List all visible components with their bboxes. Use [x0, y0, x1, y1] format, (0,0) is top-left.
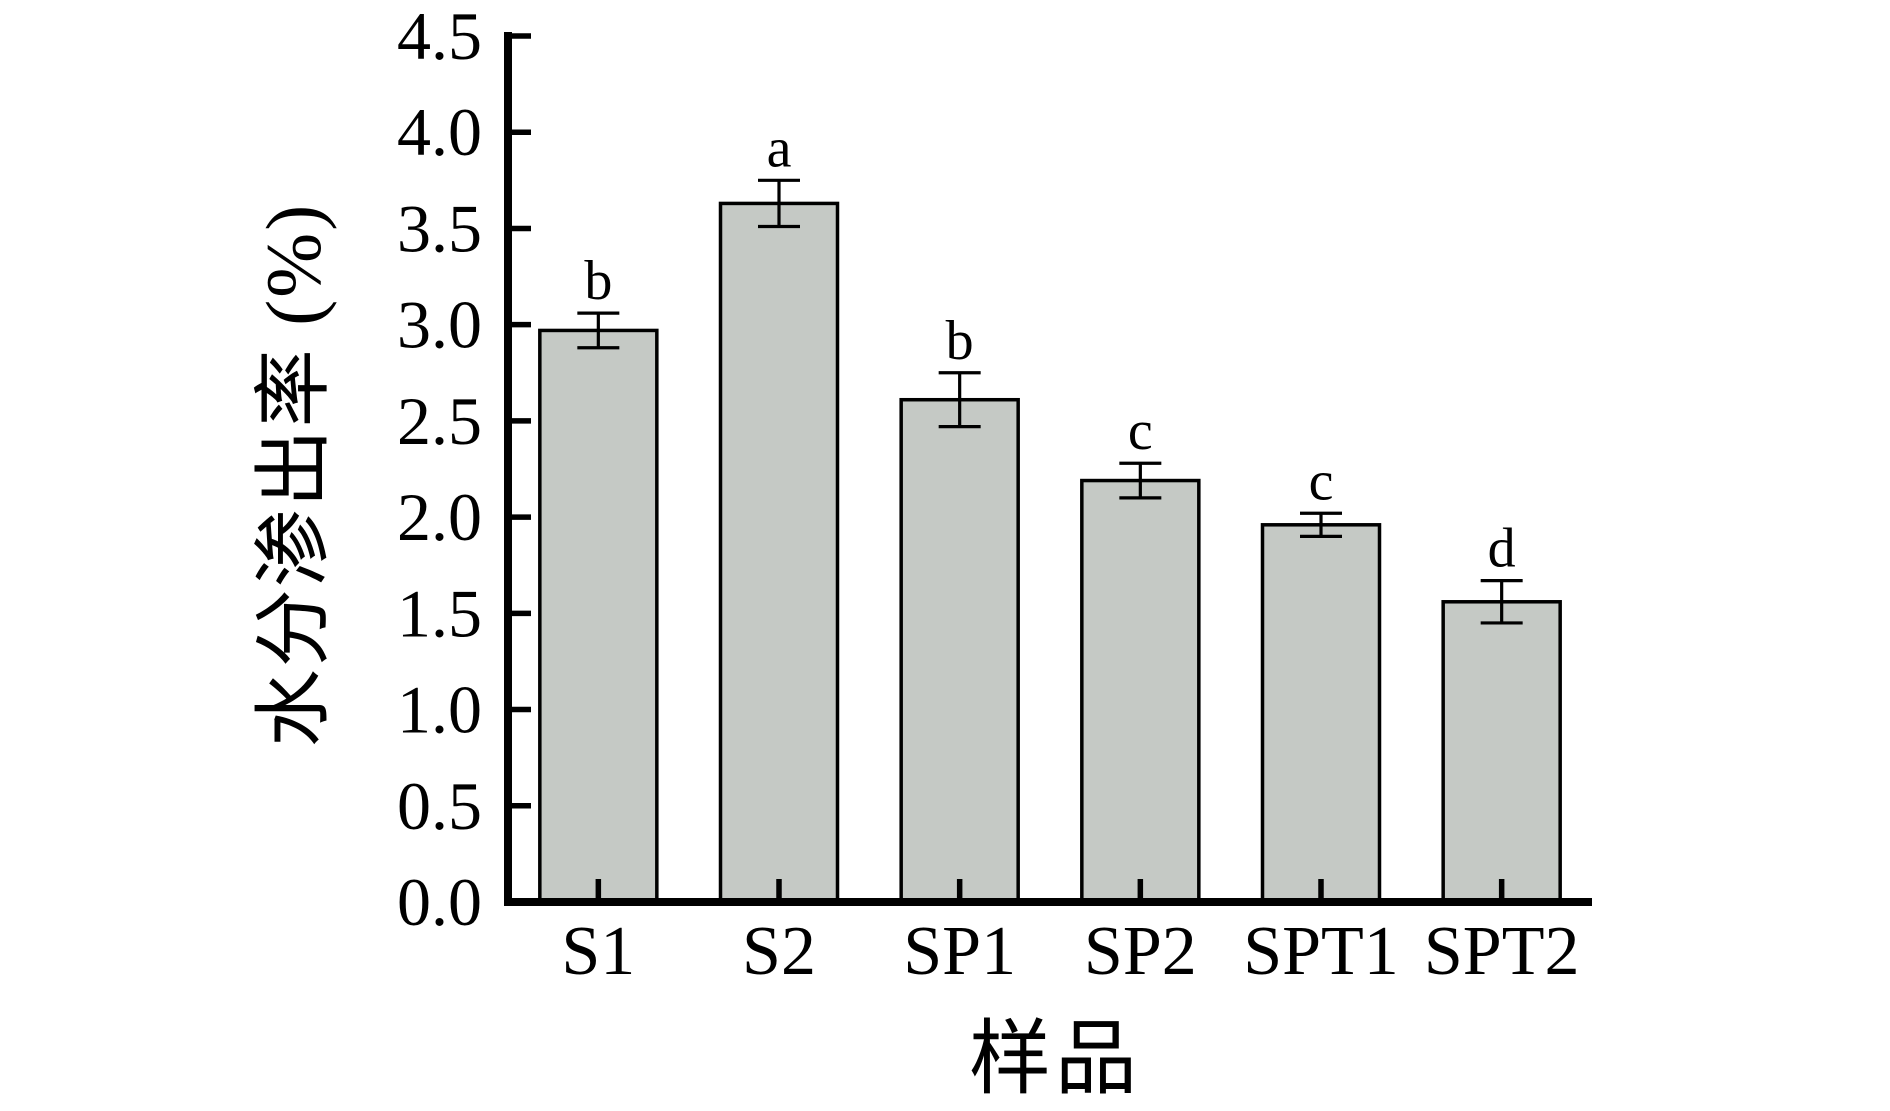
x-tick-label-SP1: SP1: [903, 913, 1016, 990]
y-tick-label-2.0: 2.0: [397, 479, 482, 555]
sig-letter-SPT2: d: [1488, 518, 1516, 580]
x-tick-label-SPT1: SPT1: [1243, 913, 1399, 990]
sig-letter-SP1: b: [946, 310, 974, 372]
sig-letter-S1: b: [584, 250, 612, 312]
sig-letter-SPT1: c: [1309, 450, 1334, 512]
bar-S2: [718, 201, 840, 904]
bar-SP2: [1080, 478, 1201, 904]
sig-letter-SP2: c: [1128, 400, 1153, 462]
y-axis-title: 水分渗出率 (%): [250, 202, 337, 748]
y-tick-label-0.5: 0.5: [397, 768, 482, 844]
bar-SP1: [899, 397, 1020, 904]
bar-S1: [538, 328, 659, 904]
bar-SPT2: [1441, 600, 1562, 904]
y-tick-label-2.5: 2.5: [397, 383, 482, 459]
x-axis-title: 样品: [968, 1013, 1142, 1105]
y-tick-label-4.5: 4.5: [397, 0, 482, 74]
y-tick-label-1.0: 1.0: [397, 672, 482, 748]
y-tick-label-3.0: 3.0: [397, 287, 482, 363]
bar-SPT1: [1260, 523, 1382, 904]
x-tick-label-SP2: SP2: [1084, 913, 1197, 990]
y-tick-label-4.0: 4.0: [397, 94, 482, 170]
y-tick-label-3.5: 3.5: [397, 190, 482, 266]
sig-letter-S2: a: [767, 117, 792, 179]
x-tick-label-S1: S1: [561, 913, 635, 990]
x-tick-label-SPT2: SPT2: [1424, 913, 1580, 990]
x-tick-label-S2: S2: [742, 913, 816, 990]
y-tick-label-1.5: 1.5: [397, 575, 482, 651]
y-tick-label-0.0: 0.0: [397, 864, 482, 940]
